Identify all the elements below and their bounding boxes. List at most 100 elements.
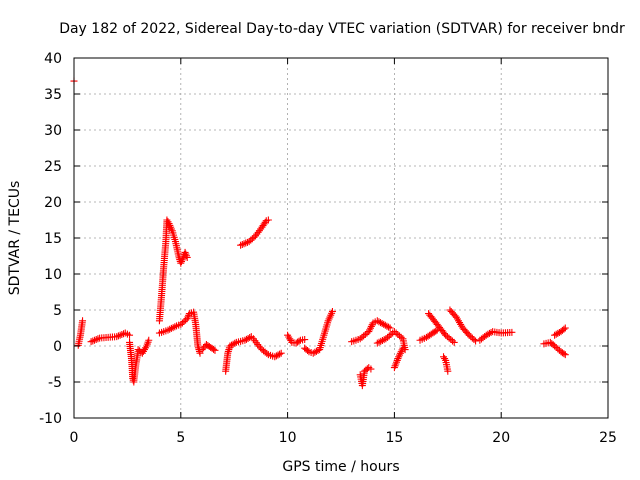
data-point	[264, 216, 272, 224]
data-point	[79, 317, 87, 325]
data-point	[184, 313, 192, 321]
data-series	[70, 77, 569, 390]
data-point	[242, 239, 250, 247]
data-point	[301, 336, 309, 344]
data-point	[367, 322, 375, 330]
data-point	[169, 324, 177, 332]
data-point	[328, 307, 336, 315]
data-point	[441, 355, 449, 363]
data-point	[126, 331, 134, 339]
data-point	[178, 256, 186, 264]
data-point	[485, 329, 493, 337]
data-point	[366, 326, 374, 334]
data-point	[92, 336, 100, 344]
data-point	[89, 337, 97, 345]
data-point	[448, 337, 456, 345]
data-point	[444, 367, 452, 375]
x-tick-label: 15	[385, 430, 403, 446]
data-point	[386, 324, 394, 332]
data-point	[177, 259, 185, 267]
y-tick-label: 15	[44, 231, 62, 247]
data-point	[178, 258, 186, 266]
data-point	[373, 339, 381, 347]
y-tick-label: -10	[39, 411, 62, 427]
data-point	[399, 344, 407, 352]
data-point	[183, 253, 191, 261]
data-point	[561, 324, 569, 332]
data-point	[398, 346, 406, 354]
data-point	[277, 349, 285, 357]
grid-lines	[74, 58, 608, 418]
data-point	[257, 344, 265, 352]
x-tick-label: 5	[176, 430, 185, 446]
data-point	[312, 347, 320, 355]
data-point	[250, 233, 258, 241]
axis-ticks	[73, 57, 609, 419]
data-point	[450, 338, 458, 346]
x-tick-label: 20	[492, 430, 510, 446]
data-point	[238, 240, 246, 248]
x-tick-label: 0	[70, 430, 79, 446]
data-point	[397, 348, 405, 356]
y-tick-label: 0	[53, 339, 62, 355]
y-tick-label: 20	[44, 195, 62, 211]
data-point	[561, 351, 569, 359]
x-tick-label: 25	[599, 430, 617, 446]
data-point	[182, 252, 190, 260]
data-point	[231, 339, 239, 347]
data-point	[237, 241, 245, 249]
y-tick-label: 25	[44, 159, 62, 175]
data-point	[87, 338, 95, 346]
data-point	[167, 324, 175, 332]
data-point	[240, 240, 248, 248]
data-point	[396, 349, 404, 357]
data-point	[377, 337, 385, 345]
y-tick-label: -5	[48, 375, 62, 391]
data-point	[365, 328, 373, 336]
data-point	[171, 323, 179, 331]
y-axis-label: SDTVAR / TECUs	[7, 181, 23, 296]
data-point	[196, 349, 204, 357]
data-point	[183, 315, 191, 323]
data-point	[560, 350, 568, 358]
data-point	[181, 248, 189, 256]
data-point	[396, 351, 404, 359]
y-tick-label: 35	[44, 87, 62, 103]
data-point	[508, 328, 516, 336]
data-point	[263, 349, 271, 357]
data-point	[211, 346, 219, 354]
data-point	[295, 337, 303, 345]
x-tick-label: 10	[279, 430, 297, 446]
data-point	[113, 333, 121, 341]
data-point	[366, 324, 374, 332]
x-tick-labels: 0 5 10 15 20 25	[70, 430, 617, 446]
data-point	[304, 347, 312, 355]
data-point	[210, 345, 218, 353]
data-point	[385, 323, 393, 331]
data-point	[397, 333, 405, 341]
data-point	[114, 332, 122, 340]
data-point	[182, 250, 190, 258]
y-tick-labels: -10 -5 0 5 10 15 20 25 30 35 40	[39, 51, 62, 427]
data-point	[367, 365, 375, 373]
data-point	[274, 351, 282, 359]
data-point	[246, 334, 254, 342]
y-tick-label: 30	[44, 123, 62, 139]
x-axis-label: GPS time / hours	[282, 459, 399, 475]
data-point	[395, 353, 403, 361]
data-point	[378, 337, 386, 345]
data-point	[164, 326, 172, 334]
data-point	[472, 337, 480, 345]
data-point	[166, 325, 174, 333]
data-point	[91, 336, 99, 344]
y-tick-label: 10	[44, 267, 62, 283]
data-point	[440, 330, 448, 338]
y-tick-label: 40	[44, 51, 62, 67]
y-tick-label: 5	[53, 303, 62, 319]
data-point	[432, 327, 440, 335]
data-point	[116, 331, 124, 339]
chart-title: Day 182 of 2022, Sidereal Day-to-day VTE…	[59, 21, 625, 37]
data-point	[375, 338, 383, 346]
data-point	[560, 325, 568, 333]
